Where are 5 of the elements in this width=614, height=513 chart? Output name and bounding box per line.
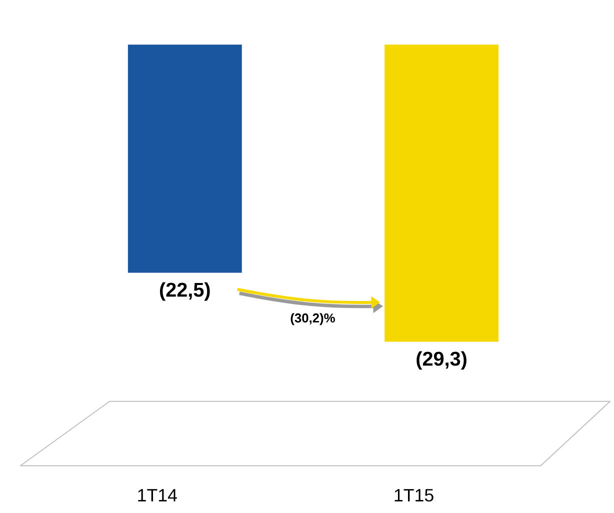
annotation: (30,2)% (290, 312, 335, 325)
x-tick-label: 1T14 (138, 488, 177, 502)
x-tick-label: 1T15 (394, 488, 434, 502)
data-label: (29,3) (416, 351, 466, 370)
data-label: (22,5) (160, 282, 210, 301)
